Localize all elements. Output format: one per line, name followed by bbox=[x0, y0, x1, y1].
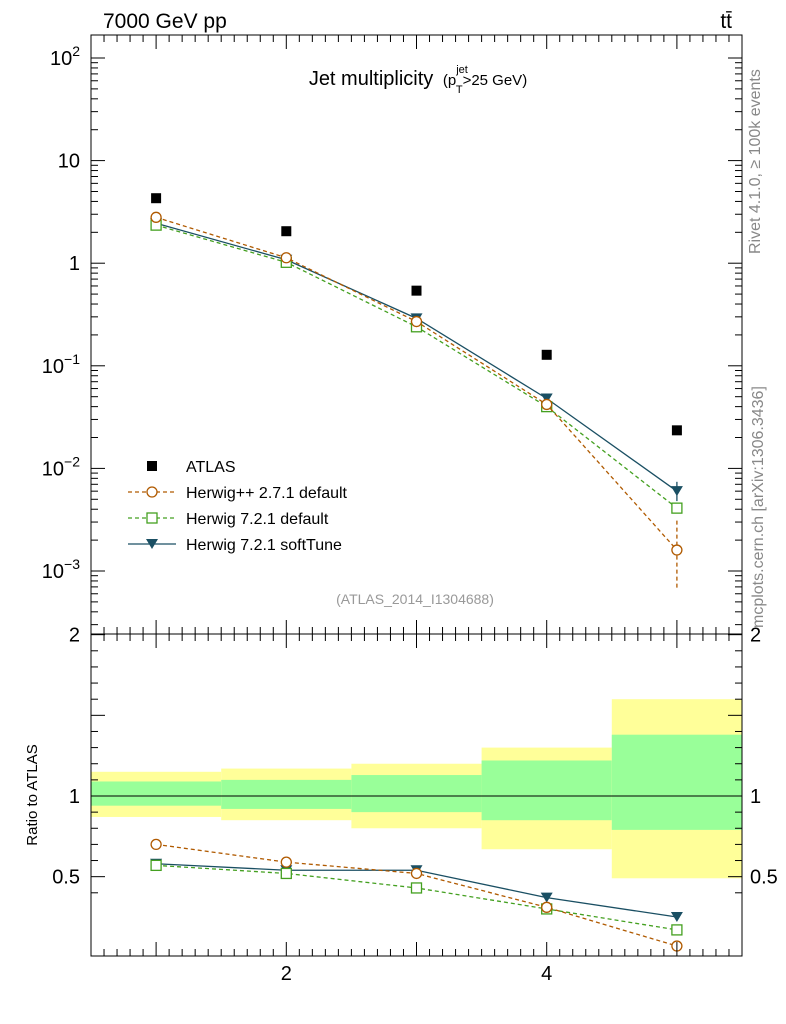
rivet-label: Rivet 4.1.0, ≥ 100k events bbox=[747, 69, 764, 254]
main-point-atlas-3 bbox=[411, 285, 422, 296]
main-y-tick-label: 102 bbox=[50, 43, 80, 70]
ratio-series-layer bbox=[150, 838, 683, 952]
legend-marker-herwig-2-7-1-default bbox=[146, 486, 158, 498]
header-left: 7000 GeV pp bbox=[103, 10, 227, 33]
ratio-point-herwig-2-7-1-default-2 bbox=[280, 856, 292, 868]
main-point-herwig-2-7-1-default-3 bbox=[410, 315, 423, 328]
x-tick-label: 4 bbox=[541, 963, 552, 985]
main-point-herwig-2-7-1-default-2 bbox=[280, 252, 292, 264]
main-y-tick-label: 1 bbox=[69, 253, 80, 275]
legend-label-herwig-7-2-1-default: Herwig 7.2.1 default bbox=[186, 511, 329, 528]
main-y-tick-label: 10−2 bbox=[42, 453, 80, 480]
axis-ticks bbox=[91, 35, 742, 956]
main-y-tick-label: 10−3 bbox=[42, 556, 80, 583]
main-point-atlas-2 bbox=[281, 226, 292, 237]
band-green-1 bbox=[91, 781, 222, 806]
legend: ATLAS Herwig++ 2.7.1 default Herwig 7.2.1 … bbox=[128, 459, 348, 554]
ratio-point-herwig-2-7-1-default-4 bbox=[541, 901, 553, 913]
ratio-y-tick-label-right: 0.5 bbox=[750, 867, 778, 889]
main-point-atlas-1 bbox=[151, 193, 162, 204]
legend-marker-herwig-7-2-1-softtune bbox=[146, 539, 158, 549]
ratio-y-tick-label-left: 1 bbox=[69, 786, 80, 808]
main-point-atlas-5 bbox=[671, 425, 682, 436]
header-right: tt̄ bbox=[720, 10, 732, 33]
ratio-y-axis-label: Ratio to ATLAS bbox=[24, 744, 41, 845]
ratio-point-herwig-7-2-1-default-2 bbox=[280, 867, 292, 880]
main-plot-title: Jet multiplicity (pjet T>25 GeV) bbox=[309, 64, 527, 96]
main-y-tick-label: 10−1 bbox=[42, 351, 80, 378]
ratio-point-herwig-2-7-1-default-1 bbox=[150, 838, 162, 851]
main-y-tick-label: 10 bbox=[58, 151, 80, 173]
x-tick-label: 2 bbox=[281, 963, 292, 985]
main-point-herwig-2-7-1-default-5 bbox=[671, 544, 683, 556]
main-point-herwig-2-7-1-default-1 bbox=[150, 211, 162, 223]
ratio-point-herwig-7-2-1-default-3 bbox=[410, 882, 423, 894]
analysis-watermark: (ATLAS_2014_I1304688) bbox=[336, 591, 494, 607]
main-point-herwig-7-2-1-default-5 bbox=[671, 502, 683, 514]
ratio-point-herwig-7-2-1-default-5 bbox=[671, 924, 683, 936]
ratio-y-tick-label-left: 2 bbox=[69, 625, 80, 647]
ratio-point-herwig-2-7-1-default-3 bbox=[410, 867, 423, 880]
main-line-herwig-7-2-1-softtune bbox=[155, 222, 678, 492]
band-green-4 bbox=[481, 760, 612, 821]
legend-label-herwig-7-2-1-softtune: Herwig 7.2.1 softTune bbox=[186, 537, 342, 554]
main-point-herwig-2-7-1-default-4 bbox=[541, 398, 553, 411]
ratio-point-herwig-7-2-1-softtune-4 bbox=[540, 892, 553, 903]
ratio-y-tick-labels: 2 2 1 1 0.5 0.5 bbox=[52, 625, 778, 889]
ratio-point-herwig-7-2-1-default-1 bbox=[150, 859, 162, 872]
main-point-herwig-7-2-1-softtune-4 bbox=[540, 393, 553, 404]
legend-label-herwig-2-7-1-default: Herwig++ 2.7.1 default bbox=[186, 485, 348, 502]
ratio-point-herwig-7-2-1-softtune-5 bbox=[670, 912, 683, 922]
main-y-tick-labels: 102 10 1 10−1 10−2 10−3 bbox=[42, 43, 80, 583]
band-green-2 bbox=[221, 779, 352, 809]
ratio-y-tick-label-left: 0.5 bbox=[52, 867, 80, 889]
main-point-atlas-4 bbox=[541, 349, 552, 360]
band-green-3 bbox=[351, 775, 482, 813]
ratio-y-tick-label-right: 2 bbox=[750, 625, 761, 647]
legend-label-atlas: ATLAS bbox=[186, 459, 236, 476]
source-label: mcplots.cern.ch [arXiv:1306.3436] bbox=[750, 386, 767, 628]
legend-marker-herwig-7-2-1-default bbox=[146, 512, 158, 524]
ratio-y-tick-label-right: 1 bbox=[750, 786, 761, 808]
main-series-layer bbox=[150, 193, 683, 589]
main-point-herwig-7-2-1-softtune-5 bbox=[670, 486, 683, 497]
legend-marker-atlas bbox=[147, 461, 157, 471]
ratio-line-herwig-2-7-1-default bbox=[156, 843, 678, 947]
ratio-bands bbox=[91, 699, 742, 879]
band-green-5 bbox=[611, 734, 742, 830]
